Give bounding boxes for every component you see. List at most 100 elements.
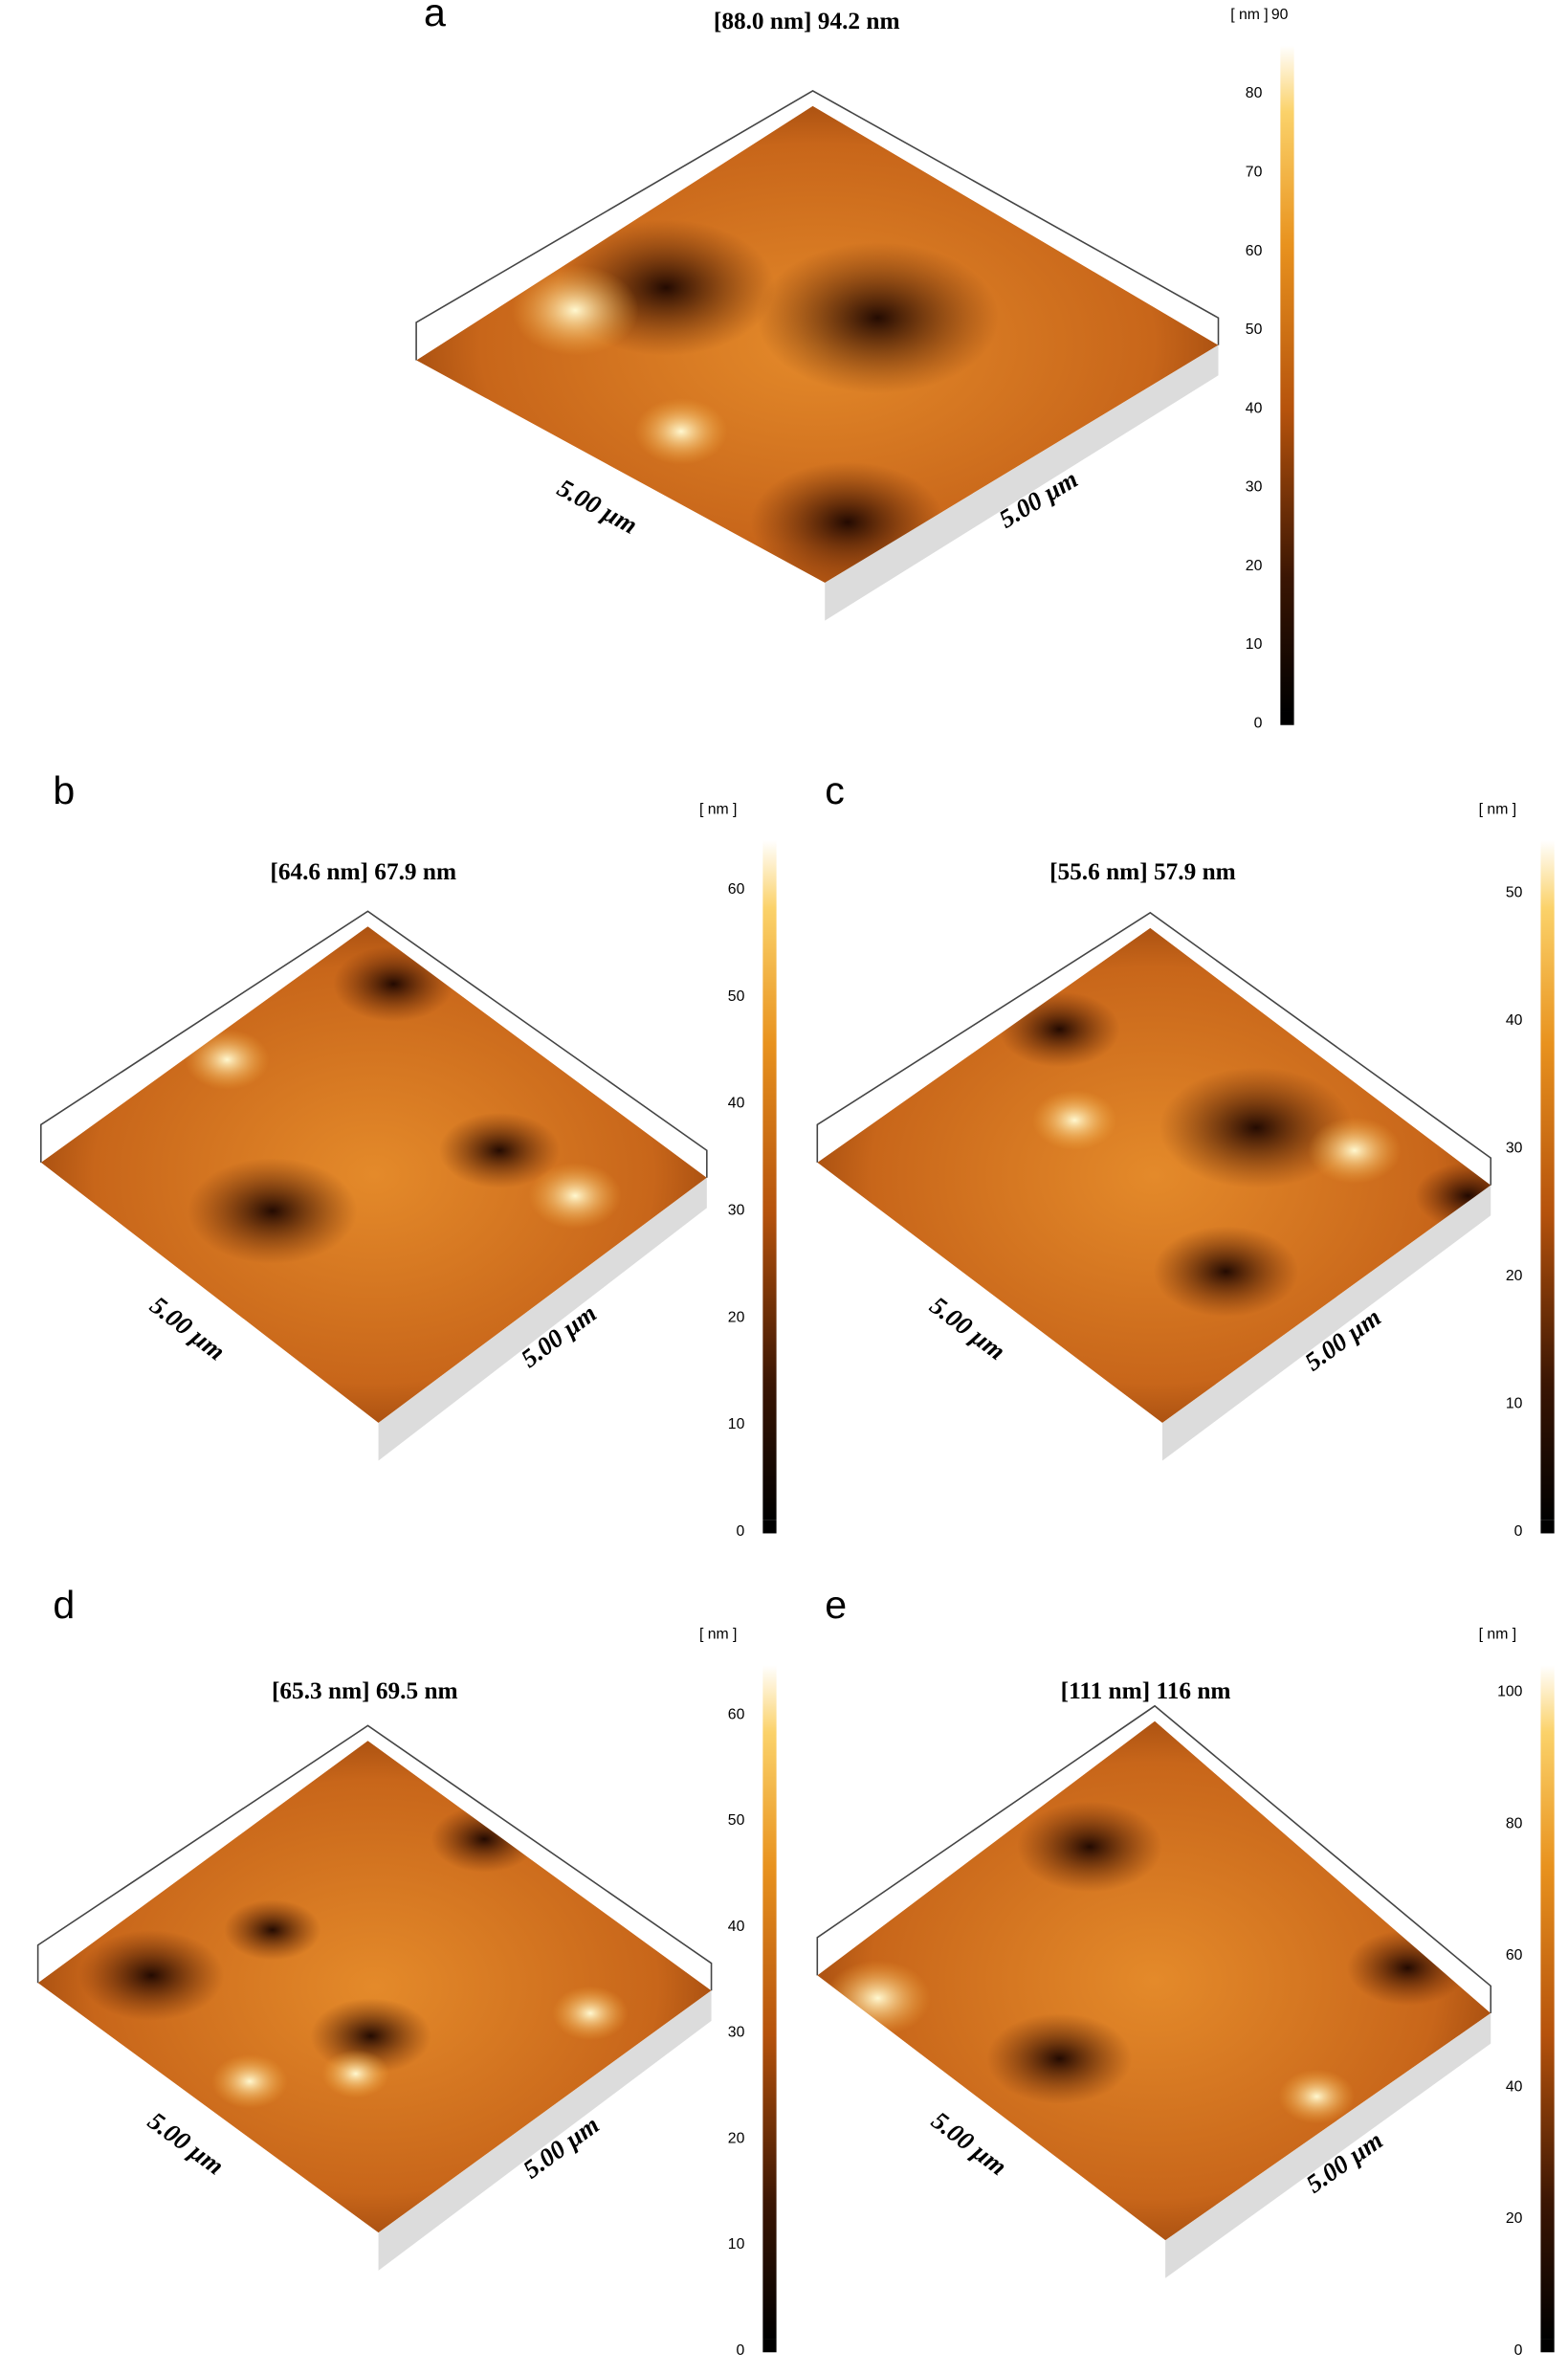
colorbar-tick: 70 — [1246, 165, 1263, 181]
colorbar-tick: 40 — [728, 1919, 745, 1935]
surface — [416, 105, 1219, 584]
colorbar-unit: [ nm ] — [1230, 7, 1269, 23]
surface — [817, 927, 1491, 1423]
colorbar-tick: 40 — [728, 1096, 745, 1112]
valley — [1414, 1162, 1491, 1230]
surface — [40, 926, 707, 1423]
surface-base — [37, 1741, 712, 2233]
colorbar-tick: 20 — [1506, 2210, 1523, 2227]
valley — [986, 2012, 1133, 2104]
panel-title: [111 nm] 116 nm — [1061, 1677, 1231, 1704]
peak — [511, 264, 639, 356]
colorbar-tick: 60 — [728, 881, 745, 898]
panel-letter: c — [825, 768, 845, 812]
colorbar-tick: 60 — [1506, 1947, 1523, 1964]
colorbar-tick: 40 — [1246, 400, 1263, 416]
valley — [1017, 1801, 1162, 1893]
panel-letter: a — [424, 0, 446, 34]
peak — [185, 1029, 270, 1090]
surface-shadow — [1165, 2012, 1491, 2278]
surface-base — [817, 927, 1491, 1423]
colorbar-tick: 0 — [1514, 2342, 1523, 2359]
colorbar-tick: 50 — [1246, 322, 1263, 338]
size-label: 5.00 µm — [926, 2106, 1012, 2181]
colorbar-tick: 40 — [1506, 1012, 1523, 1029]
colorbar-tick: 20 — [1506, 1268, 1523, 1284]
size-label: 5.00 µm — [144, 1291, 231, 1366]
valley — [1153, 1226, 1299, 1318]
colorbar-unit: [ nm ] — [699, 801, 737, 817]
colorbar-tick: 60 — [1246, 243, 1263, 259]
valley — [78, 1929, 225, 2021]
colorbar — [1280, 45, 1294, 712]
colorbar — [1540, 1665, 1555, 2340]
colorbar-tick: 10 — [1246, 636, 1263, 653]
colorbar-tick: 50 — [728, 988, 745, 1005]
panel: b[64.6 nm] 67.9 nm5.00 µm 5.00 µm[ nm ]01… — [39, 768, 777, 1540]
panel: a [88.0 nm] 94.2 nm5.00 µm 5.00 µm[ nm ]01… — [415, 0, 1294, 731]
size-label: 5.00 µm — [925, 1291, 1011, 1365]
colorbar-tick: 30 — [1506, 1141, 1523, 1157]
colorbar-tick: 20 — [1246, 558, 1263, 574]
colorbar — [762, 1665, 777, 2340]
peak — [1308, 1117, 1402, 1185]
colorbar-tick: 0 — [1254, 715, 1263, 731]
colorbar-tick: 90 — [1271, 7, 1289, 23]
colorbar — [1540, 839, 1555, 1520]
colorbar-tick: 0 — [737, 2342, 745, 2359]
peak — [321, 2049, 390, 2098]
valley — [431, 1806, 538, 1873]
panel-title: [64.6 nm] 67.9 nm — [270, 858, 456, 885]
surface-shadow — [825, 344, 1219, 621]
panel-title: [65.3 nm] 69.5 nm — [272, 1677, 458, 1704]
colorbar-tick: 50 — [1506, 884, 1523, 900]
panel-title: [88.0 nm] 94.2 nm — [714, 8, 900, 34]
panel-letter: e — [825, 1583, 847, 1627]
valley — [224, 1899, 321, 1961]
colorbar-tick: 20 — [728, 2130, 745, 2146]
colorbar-unit: [ nm ] — [699, 1627, 737, 1643]
panel-letter: b — [53, 768, 75, 812]
colorbar-unit: [ nm ] — [1479, 1627, 1517, 1643]
size-label: 5.00 µm — [553, 473, 643, 539]
panel: d[65.3 nm] 69.5 nm5.00 µm 5.00 µm[ nm ]01… — [36, 1583, 777, 2359]
valley — [1159, 1067, 1354, 1188]
colorbar-end — [1540, 1520, 1555, 1534]
colorbar-tick: 80 — [1506, 1815, 1523, 1831]
valley — [750, 461, 945, 584]
peak — [1278, 2069, 1356, 2124]
panel: e[111 nm] 116 nm5.00 µm 5.00 µm[ nm ]0204… — [816, 1583, 1555, 2359]
valley — [438, 1112, 561, 1188]
colorbar-tick: 30 — [728, 1203, 745, 1219]
valley — [188, 1158, 358, 1264]
frame — [816, 1704, 1492, 2013]
panel-letter: d — [53, 1583, 75, 1627]
colorbar-tick: 60 — [728, 1706, 745, 1722]
colorbar-end — [1540, 2339, 1555, 2353]
panel: c[55.6 nm] 57.9 nm5.00 µm 5.00 µm[ nm ]01… — [816, 768, 1555, 1540]
peak — [528, 1162, 622, 1230]
surface-shadow — [1161, 1185, 1491, 1461]
colorbar-tick: 0 — [1514, 1523, 1523, 1540]
colorbar-tick: 40 — [1506, 2079, 1523, 2096]
colorbar-tick: 10 — [728, 2236, 745, 2253]
valley — [999, 991, 1120, 1068]
peak — [634, 398, 728, 465]
colorbar-tick: 30 — [1246, 479, 1263, 496]
surface — [817, 1720, 1491, 2241]
valley — [333, 945, 454, 1022]
panel-title: [55.6 nm] 57.9 nm — [1049, 858, 1236, 885]
colorbar — [762, 839, 777, 1520]
peak — [211, 2053, 288, 2109]
frame — [816, 911, 1492, 1186]
colorbar-end — [1280, 711, 1294, 725]
colorbar-tick: 10 — [1506, 1396, 1523, 1412]
peak — [1031, 1089, 1117, 1151]
colorbar-tick: 0 — [737, 1523, 745, 1540]
colorbar-tick: 30 — [728, 2025, 745, 2041]
colorbar-tick: 20 — [728, 1309, 745, 1325]
colorbar-tick: 10 — [728, 1416, 745, 1432]
valley — [1346, 1929, 1469, 2007]
